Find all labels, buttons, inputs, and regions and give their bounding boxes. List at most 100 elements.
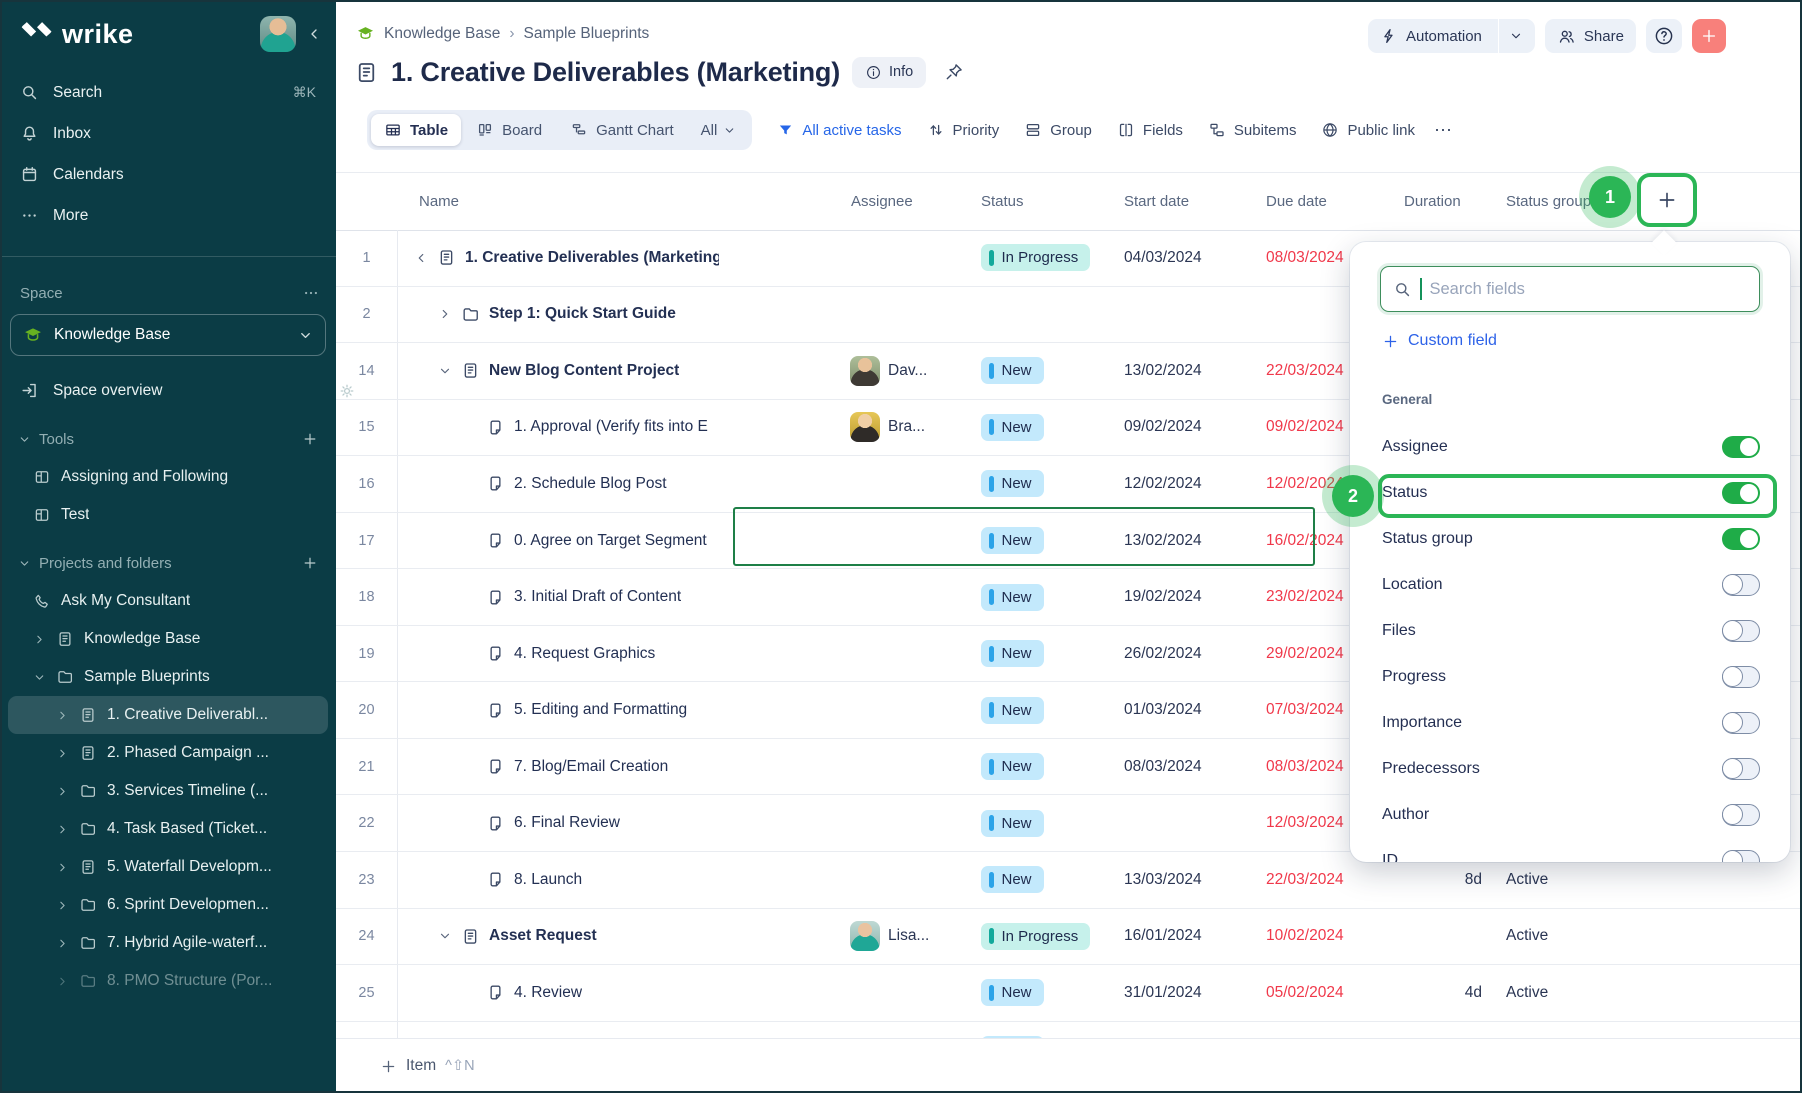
breadcrumb-knowledge-base[interactable]: Knowledge Base xyxy=(384,24,501,42)
status-cell[interactable]: New xyxy=(976,739,1116,795)
table-row-19[interactable]: 19 4. Request Graphics New 26/02/2024 29… xyxy=(336,625,1802,683)
create-button[interactable] xyxy=(1691,19,1726,53)
sidebar-item-space-overview[interactable]: Space overview xyxy=(0,370,376,411)
field-toggle-row-files[interactable]: Files xyxy=(1350,608,1790,654)
field-toggle[interactable] xyxy=(1722,619,1760,642)
assignee-cell[interactable] xyxy=(846,852,976,908)
start-date-cell[interactable]: 31/01/2024 xyxy=(1124,983,1202,1001)
status-cell[interactable]: New xyxy=(976,795,1116,851)
status-cell[interactable]: New xyxy=(976,513,1116,569)
view-scope-dropdown[interactable]: All xyxy=(689,122,749,139)
due-date-cell[interactable]: 07/03/2024 xyxy=(1266,701,1344,719)
table-row-1[interactable]: 1 1. Creative Deliverables (Marketing) I… xyxy=(336,230,1802,287)
tree-item-1-creative-deliverabl-[interactable]: 1. Creative Deliverabl... xyxy=(8,696,328,734)
due-date-cell[interactable]: 12/02/2024 xyxy=(1266,474,1344,492)
table-row-24[interactable]: 24 Asset Request Lisa... In Progress 16/… xyxy=(336,908,1802,966)
assignee-cell[interactable] xyxy=(846,456,976,512)
table-row-2[interactable]: 2 Step 1: Quick Start Guide xyxy=(336,286,1802,344)
name-cell[interactable]: 1. Approval (Verify fits into E xyxy=(398,400,846,456)
status-group-cell[interactable]: Active xyxy=(1506,983,1549,1001)
breadcrumb-sample-blueprints[interactable]: Sample Blueprints xyxy=(523,24,650,42)
tree-item-ask-my-consultant[interactable]: Ask My Consultant xyxy=(0,582,336,620)
add-project-icon[interactable] xyxy=(302,555,318,571)
due-date-cell[interactable]: 09/02/2024 xyxy=(1266,418,1344,436)
tab-table[interactable]: Table xyxy=(371,114,462,146)
fields-button[interactable]: Fields xyxy=(1117,121,1183,139)
tree-item-test[interactable]: Test xyxy=(0,496,336,534)
start-date-cell[interactable]: 13/02/2024 xyxy=(1124,531,1202,549)
field-toggle-row-predecessors[interactable]: Predecessors xyxy=(1350,746,1790,792)
start-date-cell[interactable]: 13/03/2024 xyxy=(1124,870,1202,888)
field-toggle[interactable] xyxy=(1722,757,1760,780)
status-cell[interactable]: New xyxy=(976,852,1116,908)
tree-item-4-task-based-ticket-[interactable]: 4. Task Based (Ticket... xyxy=(0,810,336,848)
expand-chevron-icon[interactable] xyxy=(438,929,452,943)
help-button[interactable] xyxy=(1645,19,1682,53)
share-button[interactable]: Share xyxy=(1544,19,1636,53)
table-row-18[interactable]: 18 3. Initial Draft of Content New 19/02… xyxy=(336,569,1802,626)
status-cell[interactable]: New xyxy=(976,456,1116,512)
table-row-16[interactable]: 16 2. Schedule Blog Post New 12/02/2024 … xyxy=(336,456,1802,513)
name-cell[interactable]: New Blog Content Project xyxy=(398,343,846,399)
due-date-cell[interactable]: 29/02/2024 xyxy=(1266,644,1344,662)
sidebar-item-search[interactable]: Search ⌘K xyxy=(0,72,336,113)
duration-cell[interactable]: 8d xyxy=(1464,870,1482,888)
space-menu-icon[interactable] xyxy=(302,284,320,302)
assignee-cell[interactable] xyxy=(846,569,976,625)
status-cell[interactable]: New xyxy=(976,400,1116,456)
status-cell[interactable]: In Progress xyxy=(976,230,1116,286)
chevron-icon[interactable] xyxy=(56,785,69,798)
chevron-icon[interactable] xyxy=(56,747,69,760)
name-cell[interactable]: 3. Initial Draft of Content xyxy=(398,569,846,625)
start-date-cell[interactable]: 04/03/2024 xyxy=(1124,248,1202,266)
name-cell[interactable]: 5. Editing and Formatting xyxy=(398,682,846,738)
status-cell[interactable]: New xyxy=(976,626,1116,682)
expand-chevron-icon[interactable] xyxy=(414,251,428,265)
due-date-cell[interactable]: 22/03/2024 xyxy=(1266,361,1344,379)
chevron-down-icon[interactable] xyxy=(1509,29,1523,43)
field-toggle[interactable] xyxy=(1722,573,1760,596)
space-selector[interactable]: Knowledge Base xyxy=(10,314,326,356)
column-header-assignee[interactable]: Assignee xyxy=(851,193,913,210)
add-tool-icon[interactable] xyxy=(302,431,318,447)
status-cell[interactable]: New xyxy=(976,343,1116,399)
start-date-cell[interactable] xyxy=(1116,795,1256,851)
due-date-cell[interactable]: 10/02/2024 xyxy=(1266,927,1344,945)
field-toggle-row-status-group[interactable]: Status group xyxy=(1350,516,1790,562)
table-row-23[interactable]: 23 8. Launch New 13/03/2024 22/03/2024 8… xyxy=(336,852,1802,909)
toolbar-more-button[interactable]: ⋯ xyxy=(1433,119,1454,140)
status-group-cell[interactable]: Active xyxy=(1506,870,1549,888)
chevron-icon[interactable] xyxy=(56,709,69,722)
chevron-icon[interactable] xyxy=(56,861,69,874)
column-header-due-date[interactable]: Due date xyxy=(1266,193,1327,210)
tab-board[interactable]: Board xyxy=(463,114,555,146)
start-date-cell[interactable]: 26/02/2024 xyxy=(1124,644,1202,662)
start-date-cell[interactable]: 09/02/2024 xyxy=(1124,418,1202,436)
table-row-14[interactable]: 14 New Blog Content Project Dav... New 1… xyxy=(336,343,1802,400)
status-cell[interactable]: New xyxy=(976,965,1116,1021)
pin-button[interactable] xyxy=(938,56,971,88)
start-date-cell[interactable]: 19/02/2024 xyxy=(1124,588,1202,606)
column-header-name[interactable]: Name xyxy=(419,193,460,210)
field-toggle-row-progress[interactable]: Progress xyxy=(1350,654,1790,700)
tools-section-header[interactable]: Tools xyxy=(0,420,336,458)
status-cell[interactable]: New xyxy=(976,569,1116,625)
name-cell[interactable]: 4. Review xyxy=(398,965,846,1021)
status-group-cell[interactable]: Active xyxy=(1506,927,1549,945)
expand-chevron-icon[interactable] xyxy=(438,364,452,378)
add-item-bar[interactable]: Item ^⇧N xyxy=(336,1038,1802,1093)
field-toggle-row-status[interactable]: Status xyxy=(1350,470,1790,516)
due-date-cell[interactable]: 08/03/2024 xyxy=(1266,757,1344,775)
field-toggle-row-location[interactable]: Location xyxy=(1350,562,1790,608)
field-toggle-row-author[interactable]: Author xyxy=(1350,792,1790,838)
sidebar-item-inbox[interactable]: Inbox xyxy=(0,113,336,154)
expand-chevron-icon[interactable] xyxy=(438,307,452,321)
due-date-cell[interactable]: 12/03/2024 xyxy=(1266,814,1344,832)
add-column-button-highlighted[interactable] xyxy=(1637,173,1697,227)
assignee-cell[interactable] xyxy=(846,230,976,286)
add-item-label[interactable]: Item xyxy=(406,1057,437,1074)
name-cell[interactable]: 8. Launch xyxy=(398,852,846,908)
projects-section-header[interactable]: Projects and folders xyxy=(0,544,336,582)
assignee-cell[interactable] xyxy=(846,965,976,1021)
info-button[interactable]: Info xyxy=(852,56,927,88)
